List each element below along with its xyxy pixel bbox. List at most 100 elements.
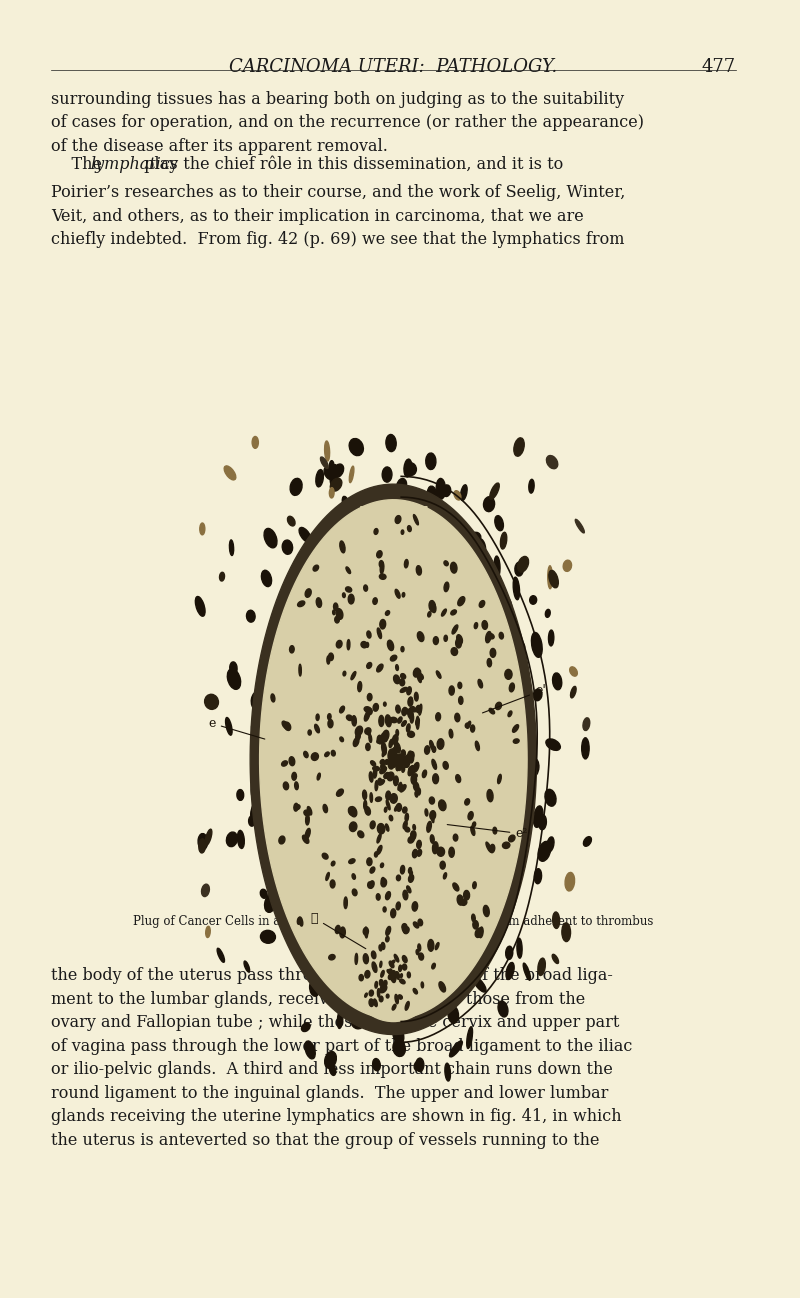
Ellipse shape [407,731,414,737]
Ellipse shape [396,729,398,736]
Ellipse shape [379,561,383,567]
Polygon shape [250,484,537,1035]
Ellipse shape [349,439,363,456]
Ellipse shape [306,828,310,839]
Ellipse shape [553,672,562,689]
Ellipse shape [306,815,310,826]
Ellipse shape [217,949,225,962]
Ellipse shape [359,975,363,981]
Ellipse shape [400,679,405,685]
Ellipse shape [244,961,250,972]
Ellipse shape [515,562,523,576]
Ellipse shape [408,697,413,706]
Ellipse shape [401,674,406,679]
Ellipse shape [386,790,390,800]
Ellipse shape [391,749,394,761]
Ellipse shape [358,831,364,837]
Ellipse shape [370,793,373,802]
Ellipse shape [415,792,418,797]
Ellipse shape [413,762,419,772]
Ellipse shape [427,487,438,505]
Ellipse shape [292,772,297,780]
Ellipse shape [390,757,394,762]
Ellipse shape [458,697,463,705]
Ellipse shape [330,461,334,472]
Ellipse shape [467,532,481,545]
Ellipse shape [330,880,335,888]
Ellipse shape [378,779,382,785]
Ellipse shape [265,893,277,912]
Ellipse shape [372,962,377,972]
Ellipse shape [498,775,502,784]
Ellipse shape [328,714,331,719]
Ellipse shape [473,822,476,827]
Ellipse shape [546,837,554,851]
Ellipse shape [369,735,372,742]
Ellipse shape [294,803,298,811]
Ellipse shape [282,540,293,554]
Ellipse shape [538,841,550,862]
Ellipse shape [398,784,403,792]
Ellipse shape [402,767,405,772]
Ellipse shape [514,437,524,456]
Ellipse shape [340,706,345,713]
Ellipse shape [565,872,574,890]
Ellipse shape [364,706,371,713]
Ellipse shape [377,739,382,742]
Ellipse shape [262,570,271,587]
Text: CARCINOMA UTERI:  PATHOLOGY.: CARCINOMA UTERI: PATHOLOGY. [230,58,558,77]
Ellipse shape [366,662,372,668]
Ellipse shape [401,530,404,535]
Ellipse shape [379,780,385,785]
Ellipse shape [416,1058,424,1072]
Ellipse shape [377,845,382,854]
Ellipse shape [430,835,434,844]
Ellipse shape [523,963,530,980]
Ellipse shape [350,822,357,832]
Ellipse shape [402,955,407,963]
Ellipse shape [331,750,335,755]
Ellipse shape [381,863,383,867]
Ellipse shape [390,759,394,767]
Ellipse shape [250,800,263,822]
Ellipse shape [365,806,370,815]
Ellipse shape [429,601,435,611]
Ellipse shape [374,528,378,535]
Ellipse shape [456,639,462,648]
Ellipse shape [342,593,346,597]
Ellipse shape [330,465,338,485]
Ellipse shape [475,741,479,750]
Ellipse shape [255,688,264,704]
Ellipse shape [583,718,590,731]
Ellipse shape [545,789,556,806]
Ellipse shape [402,720,406,727]
Ellipse shape [311,753,318,761]
Ellipse shape [408,836,414,844]
Ellipse shape [498,1001,508,1016]
Ellipse shape [364,801,366,810]
Ellipse shape [386,936,389,942]
Ellipse shape [271,694,275,702]
Ellipse shape [445,1063,450,1081]
Text: Plug of Cancer Cells in a Lymphatic Vessel (Seelig); endothelium adherent to thr: Plug of Cancer Cells in a Lymphatic Vess… [133,915,654,928]
Ellipse shape [390,755,398,765]
Ellipse shape [412,774,418,779]
Ellipse shape [202,884,210,897]
Ellipse shape [226,832,238,846]
Ellipse shape [402,761,408,767]
Ellipse shape [358,681,362,692]
Ellipse shape [452,624,458,633]
Ellipse shape [418,953,423,961]
Ellipse shape [382,733,387,742]
Ellipse shape [454,835,458,841]
Ellipse shape [390,718,398,723]
Ellipse shape [279,836,285,844]
Ellipse shape [377,550,382,558]
Ellipse shape [342,496,350,511]
Ellipse shape [369,999,374,1006]
Ellipse shape [355,954,358,964]
Ellipse shape [402,925,406,933]
Ellipse shape [414,783,419,790]
Ellipse shape [444,582,449,592]
Ellipse shape [226,718,232,735]
